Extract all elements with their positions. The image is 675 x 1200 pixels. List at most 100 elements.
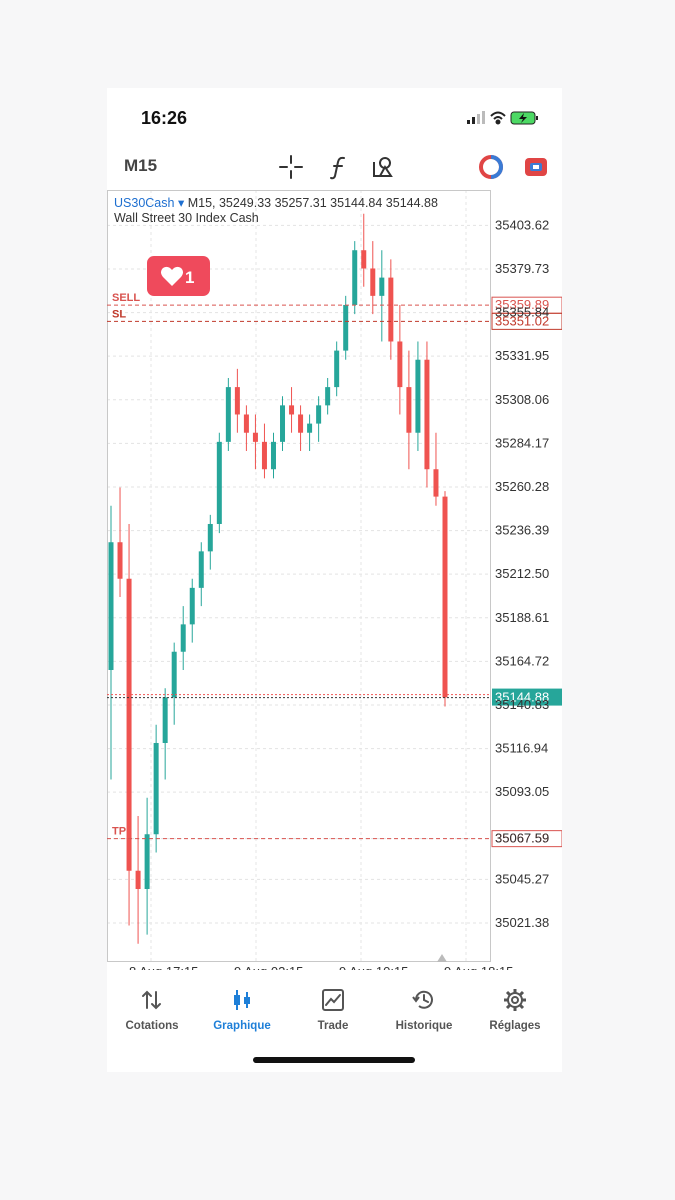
- candle: [135, 815, 141, 944]
- symbol-info[interactable]: US30Cash ▾ M15, 35249.33 35257.31 35144.…: [114, 195, 438, 210]
- order-price-label: 35351.02: [495, 313, 549, 328]
- price-tick-label: 35188.61: [495, 610, 549, 625]
- price-tick-label: 35403.62: [495, 217, 549, 232]
- order-lines: SELL 35359.89 SL 35351.02 TP 35067.59 35144.88: [107, 292, 562, 848]
- candle: [234, 368, 240, 433]
- price-tick-label: 35308.06: [495, 392, 549, 407]
- candle: [352, 241, 358, 315]
- chart-grid: [107, 190, 490, 962]
- nav-reglages[interactable]: Réglages: [470, 986, 560, 1036]
- candle: [325, 377, 331, 415]
- candle: [144, 797, 150, 935]
- time-tick-label: 9 Aug 18:15: [444, 964, 513, 970]
- candle: [343, 295, 349, 360]
- signal-icon: [467, 111, 485, 124]
- price-tick-label: 35260.28: [495, 479, 549, 494]
- symbol-ohlc: M15, 35249.33 35257.31 35144.84 35144.88: [187, 196, 438, 210]
- like-badge: [147, 256, 210, 296]
- symbol-name[interactable]: US30Cash: [114, 196, 175, 210]
- candles: [108, 213, 448, 944]
- status-icons: [467, 111, 538, 125]
- price-tick-label: 35164.72: [495, 653, 549, 668]
- time-tick-label: 9 Aug 02:15: [234, 964, 303, 970]
- order-label: TP: [112, 826, 126, 838]
- nav-label: Trade: [317, 1020, 349, 1032]
- price-tick-label: 35331.95: [495, 348, 549, 363]
- trade-panel-icon[interactable]: [523, 154, 549, 180]
- current-price-box: [492, 688, 562, 706]
- price-tick-label: 35284.17: [495, 435, 549, 450]
- current-price-label: 35144.88: [495, 690, 549, 705]
- price-tick-label: 35140.83: [495, 697, 549, 712]
- order-price-label: 35067.59: [495, 831, 549, 846]
- history-icon: [412, 990, 433, 1009]
- order-price-box: [491, 830, 562, 848]
- timeframe-selector[interactable]: M15: [124, 156, 158, 175]
- candle: [117, 487, 123, 597]
- nav-label: Réglages: [489, 1020, 541, 1032]
- time-axis: 8 Aug 17:15 9 Aug 02:15 9 Aug 10:15 9 Aug 1…: [129, 954, 513, 970]
- candle: [334, 341, 340, 397]
- crosshair-icon[interactable]: [278, 154, 304, 180]
- price-tick-label: 35212.50: [495, 566, 549, 581]
- candle: [261, 423, 267, 479]
- nav-historique[interactable]: Historique: [379, 986, 469, 1036]
- price-axis: 35403.62 35379.73 35355.84 35331.95 35308.06…: [495, 217, 549, 930]
- candlestick-icon: [234, 990, 250, 1010]
- price-tick-label: 35093.05: [495, 784, 549, 799]
- candle: [270, 432, 276, 479]
- candle: [307, 414, 313, 451]
- one-click-trading-icon[interactable]: [478, 154, 504, 180]
- candle: [180, 606, 186, 670]
- price-tick-label: 35355.84: [495, 305, 549, 320]
- candle: [162, 688, 168, 780]
- nav-label: Cotations: [125, 1020, 179, 1032]
- arrows-updown-icon: [142, 990, 161, 1010]
- nav-trade[interactable]: Trade: [288, 986, 378, 1036]
- nav-graphique[interactable]: Graphique: [197, 986, 287, 1036]
- order-label: SELL: [112, 292, 140, 304]
- home-indicator: [253, 1057, 415, 1063]
- price-tick-label: 35116.94: [495, 741, 548, 756]
- battery-icon: [510, 111, 538, 125]
- candle: [442, 491, 448, 707]
- candle: [361, 213, 367, 287]
- price-tick-label: 35045.27: [495, 871, 549, 886]
- candle: [289, 387, 295, 433]
- line-chart-icon: [322, 989, 344, 1011]
- candle: [243, 405, 249, 451]
- chart-shift-marker: [437, 954, 447, 962]
- plot-frame: [107, 190, 491, 962]
- candle: [280, 396, 286, 451]
- candle: [189, 578, 195, 643]
- price-tick-label: 35021.38: [495, 915, 549, 930]
- price-chart[interactable]: SELL 35359.89 SL 35351.02 TP 35067.59 35144.88…: [107, 190, 562, 970]
- function-icon[interactable]: [326, 154, 352, 180]
- price-tick-label: 35236.39: [495, 523, 549, 538]
- status-time: 16:26: [141, 108, 188, 128]
- time-tick-label: 9 Aug 10:15: [339, 964, 408, 970]
- objects-icon[interactable]: [370, 154, 396, 180]
- order-price-box: [491, 312, 562, 330]
- nav-cotations[interactable]: Cotations: [107, 986, 197, 1036]
- price-tick-label: 35379.73: [495, 261, 549, 276]
- candle: [406, 350, 412, 470]
- candle: [216, 432, 222, 534]
- candle: [433, 432, 439, 506]
- price-tick-label: 35067.59: [495, 831, 549, 846]
- candle: [171, 642, 177, 725]
- candle: [379, 250, 385, 342]
- symbol-description: Wall Street 30 Index Cash: [114, 211, 259, 225]
- candle: [298, 405, 304, 451]
- heart-icon: [161, 266, 183, 286]
- candle: [415, 341, 421, 451]
- order-label: SL: [112, 308, 126, 320]
- candle: [316, 396, 322, 442]
- wifi-icon: [490, 111, 506, 125]
- candle: [370, 241, 376, 315]
- candle: [397, 304, 403, 415]
- candle: [153, 724, 159, 853]
- nav-label: Historique: [395, 1020, 453, 1032]
- symbol-dropdown-icon[interactable]: ▾: [177, 196, 185, 210]
- candle: [252, 414, 258, 470]
